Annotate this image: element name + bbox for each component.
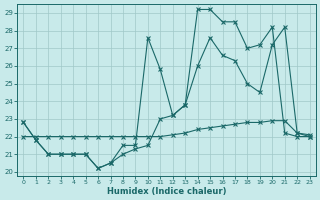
X-axis label: Humidex (Indice chaleur): Humidex (Indice chaleur): [107, 187, 226, 196]
